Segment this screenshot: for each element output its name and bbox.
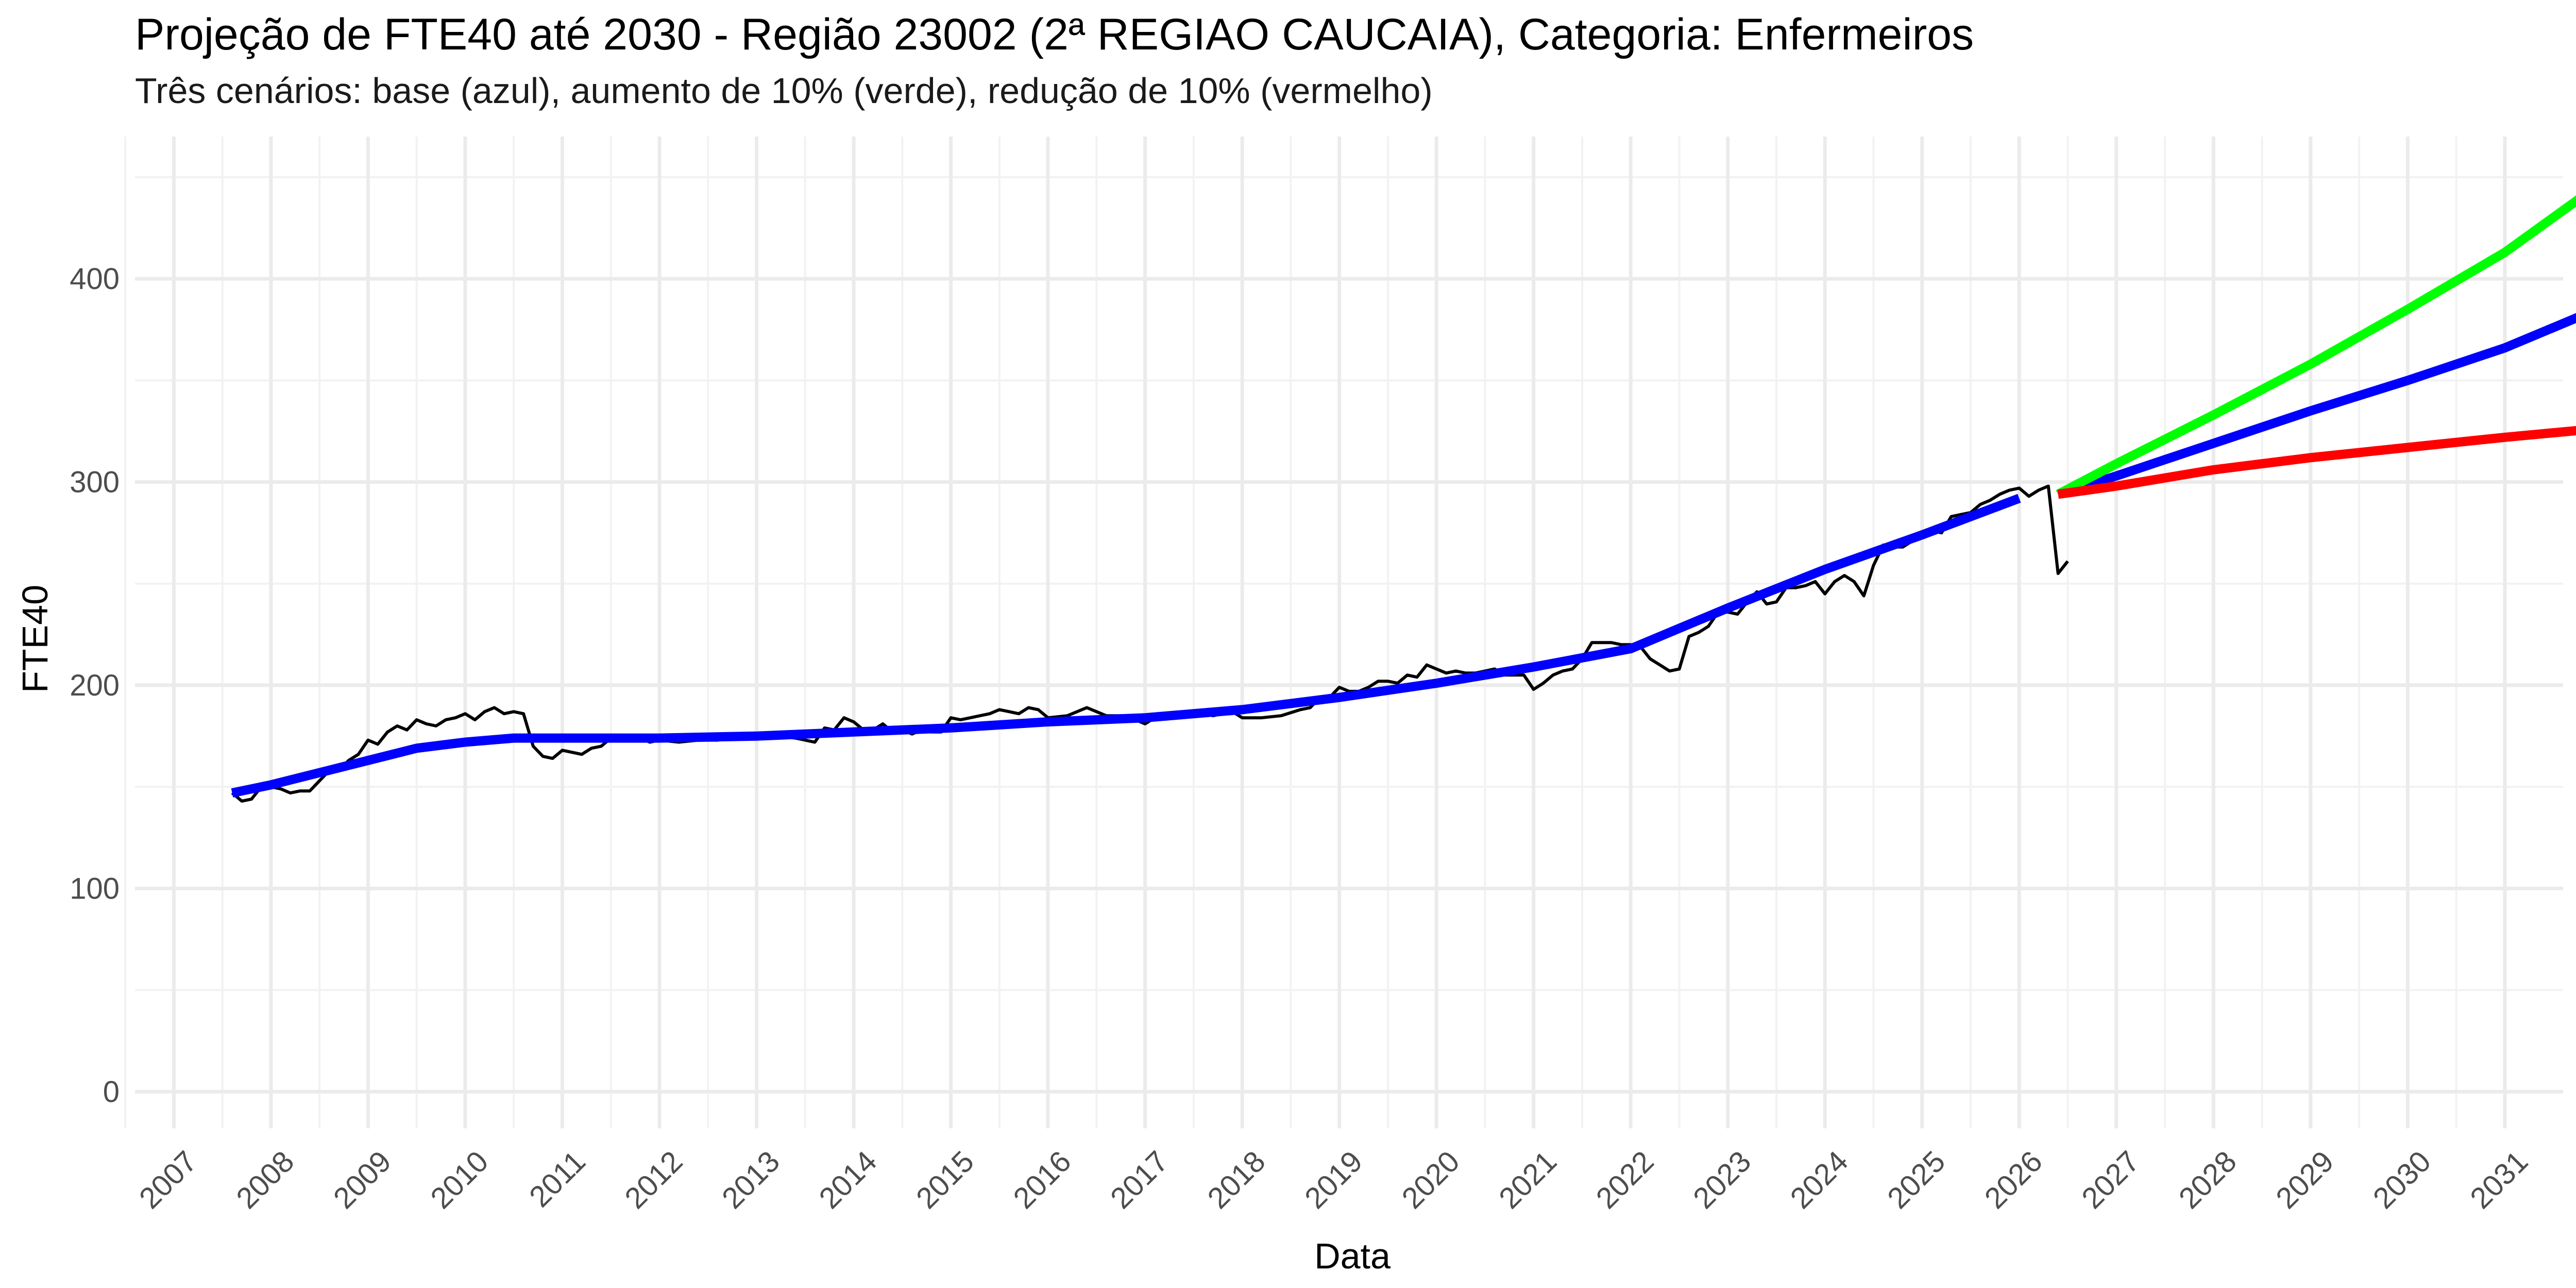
x-tick-label: 2017 (1104, 1145, 1175, 1215)
x-tick-label: 2026 (1978, 1145, 2049, 1215)
x-tick-label: 2023 (1687, 1145, 1757, 1215)
x-tick-label: 2027 (2075, 1145, 2146, 1215)
series-line-4 (2057, 426, 2576, 499)
grid-lines (124, 137, 2563, 1128)
y-axis-title: FTE40 (15, 585, 55, 693)
x-tick-label: 2013 (716, 1145, 786, 1215)
x-tick-label: 2011 (523, 1145, 592, 1214)
x-tick-label: 2009 (327, 1145, 398, 1215)
x-tick-label: 2031 (2464, 1145, 2534, 1215)
x-tick-label: 2025 (1881, 1145, 1952, 1215)
x-tick-label: 2028 (2173, 1145, 2243, 1215)
series-lines (231, 195, 2576, 803)
x-tick-label: 2020 (1395, 1145, 1466, 1215)
y-tick-label: 300 (70, 466, 120, 499)
series-line-1 (231, 494, 2021, 798)
x-tick-label: 2022 (1589, 1145, 1660, 1215)
x-tick-label: 2018 (1201, 1145, 1272, 1215)
x-axis-title: Data (1314, 1236, 1391, 1276)
x-tick-label: 2012 (618, 1145, 689, 1215)
x-tick-label: 2007 (133, 1145, 204, 1215)
x-tick-label: 2029 (2269, 1145, 2340, 1215)
x-tick-label: 2030 (2367, 1145, 2437, 1215)
x-tick-label: 2019 (1298, 1145, 1369, 1215)
x-tick-label: 2014 (812, 1145, 883, 1215)
x-tick-label: 2008 (230, 1145, 300, 1215)
y-tick-label: 0 (103, 1075, 120, 1109)
y-tick-label: 400 (70, 262, 120, 296)
series-line-3 (2056, 195, 2576, 499)
chart-subtitle: Três cenários: base (azul), aumento de 1… (135, 71, 1433, 111)
x-tick-label: 2024 (1784, 1145, 1855, 1215)
series-line-2 (2057, 313, 2576, 499)
y-tick-label: 200 (70, 669, 120, 702)
x-tick-label: 2016 (1007, 1145, 1077, 1215)
x-tick-label: 2015 (910, 1145, 980, 1215)
x-tick-label: 2021 (1493, 1145, 1563, 1215)
x-tick-label: 2010 (424, 1145, 495, 1215)
chart-title: Projeção de FTE40 até 2030 - Região 2300… (135, 10, 1974, 59)
series-line-0 (231, 484, 2069, 803)
y-tick-label: 100 (70, 872, 120, 906)
